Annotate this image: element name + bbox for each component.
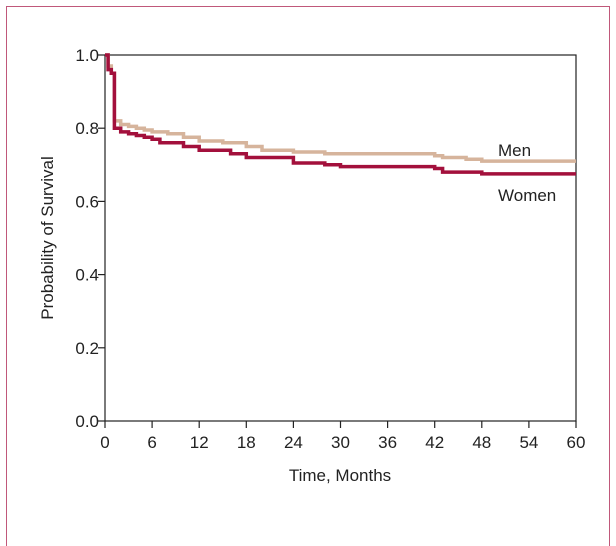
x-axis: 0 6 12 18 24 30 36 42 48 54 60 bbox=[100, 421, 585, 452]
y-axis: 0.0 0.2 0.4 0.6 0.8 1.0 bbox=[75, 46, 105, 431]
series-line-men bbox=[105, 53, 576, 163]
y-tick-label: 0.6 bbox=[75, 192, 99, 211]
x-tick-label: 6 bbox=[147, 433, 156, 452]
x-tick-label: 48 bbox=[472, 433, 491, 452]
y-tick-label: 1.0 bbox=[75, 46, 99, 65]
x-tick-label: 54 bbox=[519, 433, 538, 452]
y-tick-label: 0.4 bbox=[75, 266, 99, 285]
x-tick-label: 0 bbox=[100, 433, 109, 452]
x-axis-label: Time, Months bbox=[289, 466, 391, 485]
y-tick-label: 0.2 bbox=[75, 339, 99, 358]
x-tick-label: 24 bbox=[284, 433, 303, 452]
x-tick-label: 36 bbox=[378, 433, 397, 452]
x-tick-label: 12 bbox=[190, 433, 209, 452]
x-tick-label: 30 bbox=[331, 433, 350, 452]
y-tick-label: 0.8 bbox=[75, 119, 99, 138]
x-tick-label: 60 bbox=[567, 433, 586, 452]
series-line-women bbox=[105, 53, 576, 176]
y-axis-label: Probability of Survival bbox=[38, 156, 57, 319]
survival-chart: 0 6 12 18 24 30 36 42 48 54 60 0.00.20.40.60.81.0 … bbox=[38, 46, 585, 485]
series-lines bbox=[105, 53, 576, 176]
x-tick-label: 18 bbox=[237, 433, 256, 452]
y-tick-label: 0.0 bbox=[75, 412, 99, 431]
series-label-women: Women bbox=[498, 186, 556, 205]
plot-area bbox=[104, 54, 577, 422]
x-tick-label: 42 bbox=[425, 433, 444, 452]
series-label-men: Men bbox=[498, 141, 531, 160]
